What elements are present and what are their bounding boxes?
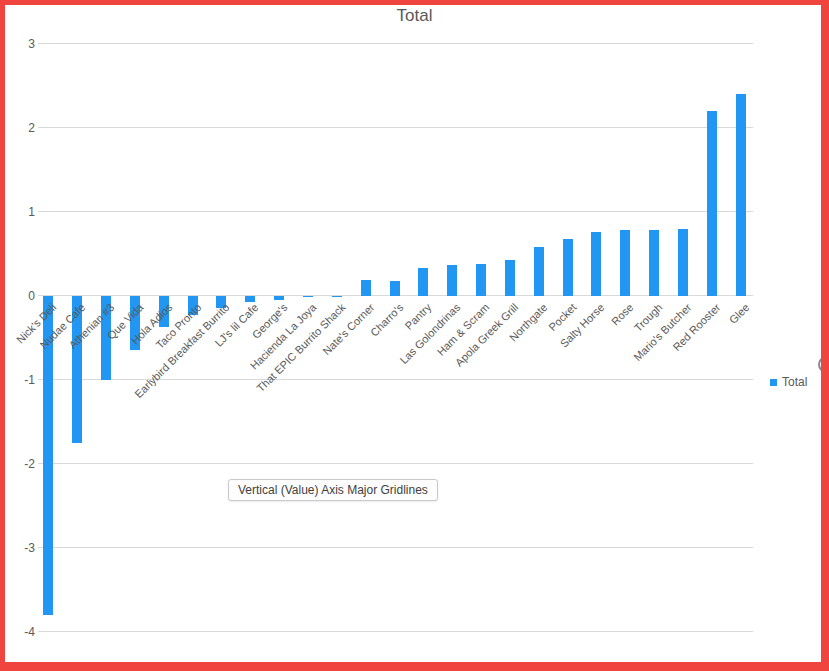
bar-that-epic-burrito-shack[interactable] xyxy=(332,296,342,297)
value-axis-major-gridline[interactable] xyxy=(38,127,753,128)
chart-title[interactable]: Total xyxy=(0,6,829,26)
bar-las-golondrinas[interactable] xyxy=(447,265,457,296)
legend-label: Total xyxy=(782,375,807,389)
value-axis-major-gridline[interactable] xyxy=(38,547,753,548)
y-axis-tick-label[interactable]: 0 xyxy=(0,288,35,304)
bar-ham-scram[interactable] xyxy=(476,264,486,296)
selection-frame xyxy=(0,0,829,671)
bar-salty-horse[interactable] xyxy=(591,232,601,296)
y-axis-tick-label[interactable]: 3 xyxy=(0,36,35,52)
value-axis-major-gridline[interactable] xyxy=(38,463,753,464)
bar-charro-s[interactable] xyxy=(390,281,400,296)
gridlines-tooltip: Vertical (Value) Axis Major Gridlines xyxy=(228,479,438,501)
bar-mario-s-butcher[interactable] xyxy=(678,229,688,295)
bar-pantry[interactable] xyxy=(418,268,428,296)
chart-canvas: Total 3210-1-2-3-4Nick's DeliNudae CafeA… xyxy=(0,0,829,671)
bar-hacienda-la-joya[interactable] xyxy=(303,296,313,298)
value-axis-major-gridline[interactable] xyxy=(38,211,753,212)
bar-apola-greek-grill[interactable] xyxy=(505,260,515,296)
chart-side-button[interactable] xyxy=(818,356,829,373)
bar-rose[interactable] xyxy=(620,230,630,296)
y-axis-tick-label[interactable]: -3 xyxy=(0,540,35,556)
bar-northgate[interactable] xyxy=(534,247,544,296)
value-axis-major-gridline[interactable] xyxy=(38,631,753,632)
y-axis-tick-label[interactable]: -4 xyxy=(0,624,35,640)
bar-red-rooster[interactable] xyxy=(707,111,717,296)
legend-marker-icon xyxy=(770,379,777,386)
bar-trough[interactable] xyxy=(649,230,659,296)
bar-pocket[interactable] xyxy=(563,239,573,295)
y-axis-tick-label[interactable]: 2 xyxy=(0,120,35,136)
y-axis-tick-label[interactable]: 1 xyxy=(0,204,35,220)
bar-george-s[interactable] xyxy=(274,296,284,300)
bar-nate-s-corner[interactable] xyxy=(361,280,371,296)
legend[interactable]: Total xyxy=(770,375,807,389)
bar-glee[interactable] xyxy=(736,94,746,296)
value-axis-major-gridline[interactable] xyxy=(38,43,753,44)
y-axis-tick-label[interactable]: -2 xyxy=(0,456,35,472)
